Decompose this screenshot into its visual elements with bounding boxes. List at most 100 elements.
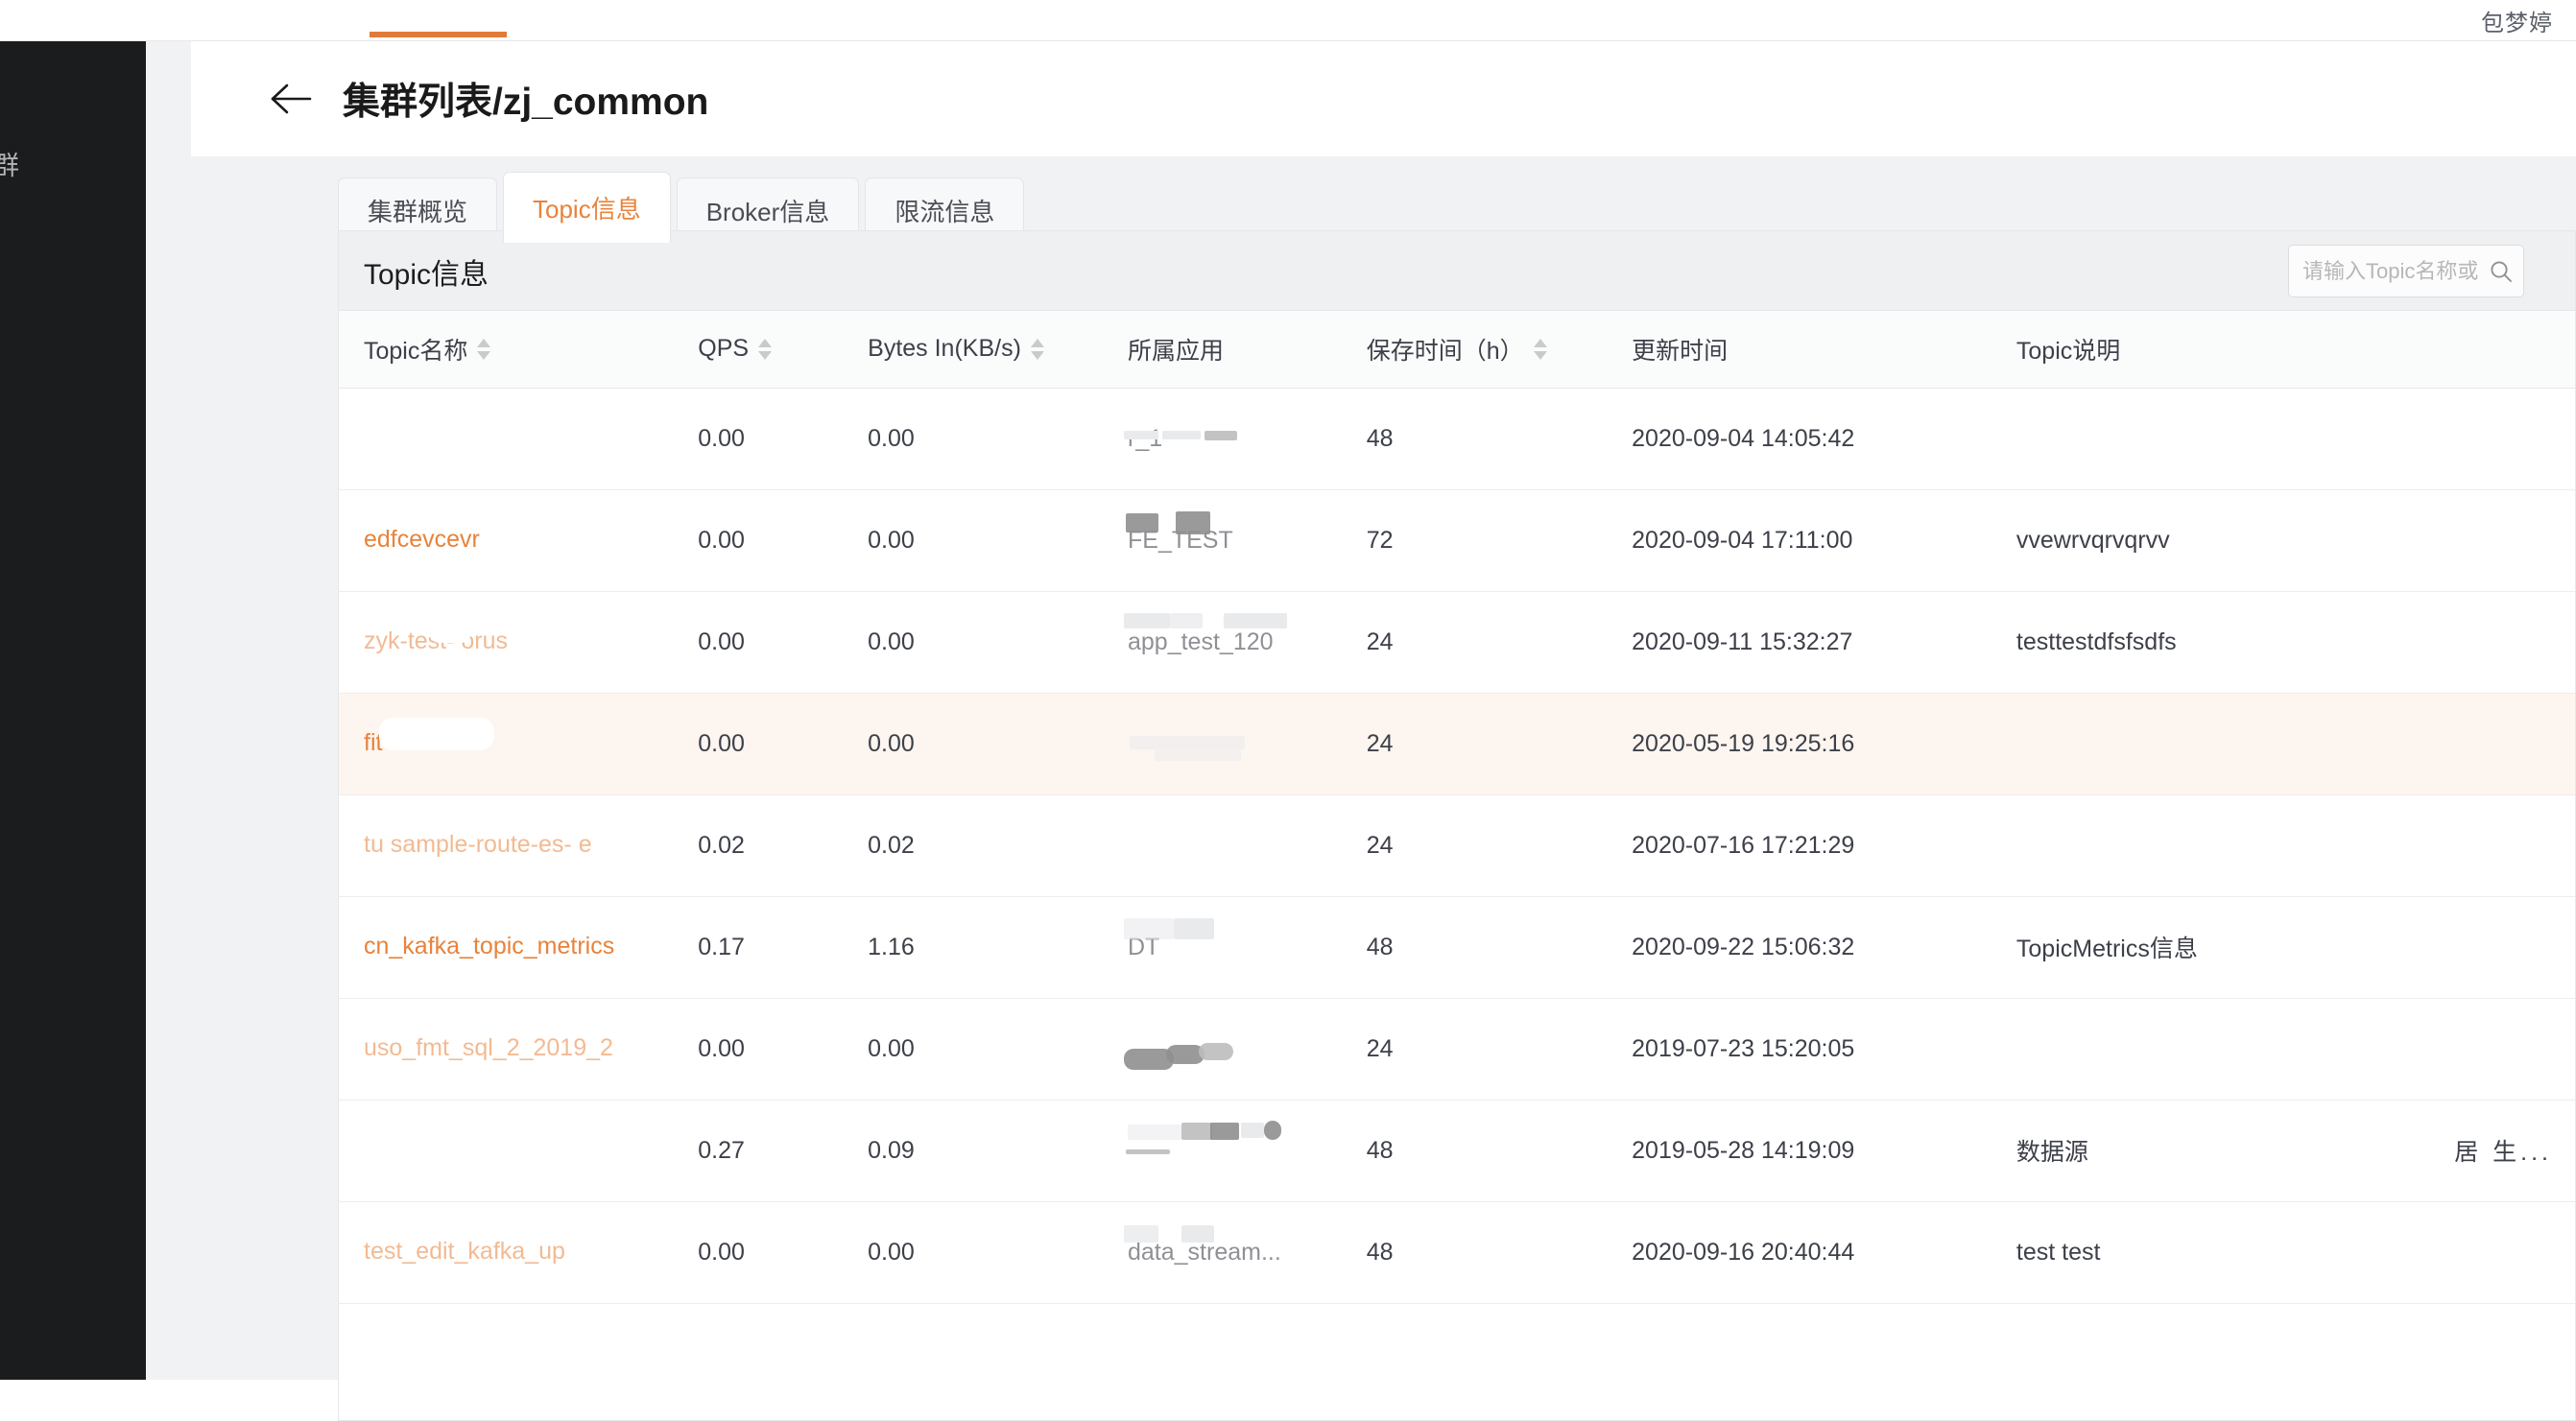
cell-description: testtestdfsfsdfs (1991, 591, 2575, 694)
search-icon[interactable] (2479, 246, 2523, 296)
cell-retention: 48 (1341, 1201, 1608, 1304)
cell-retention: 24 (1341, 998, 1608, 1101)
cell-topic-name[interactable]: edfcevcevr (339, 489, 674, 592)
table-row[interactable]: tu sample-route-es- e 0.02 0.02 24 2020-… (339, 794, 2575, 897)
cell-updated: 2020-09-04 14:05:42 (1607, 388, 1992, 490)
cell-retention: 24 (1341, 693, 1608, 795)
cell-retention: 48 (1341, 896, 1608, 999)
cell-retention: 72 (1341, 489, 1608, 592)
cell-topic-name[interactable]: test_edit_kafka_up (339, 1201, 674, 1304)
topic-name-link[interactable] (364, 1139, 517, 1158)
sort-toggle-qps[interactable] (758, 338, 773, 360)
cell-qps: 0.00 (673, 1201, 844, 1304)
cell-bytes-in: 1.16 (843, 896, 1103, 999)
col-label: 所属应用 (1128, 337, 1225, 365)
page-canvas: 集群列表/zj_common 集群概览 Topic信息 Broker信息 限流信… (146, 41, 2576, 1421)
cell-updated: 2020-09-11 15:32:27 (1607, 591, 1992, 694)
topic-name-link[interactable]: uso_fmt_sql_2_2019_2 (364, 1034, 613, 1062)
page-title: 集群列表/zj_common (343, 82, 709, 123)
col-updated: 更新时间 (1607, 311, 1992, 389)
table-row[interactable]: k_info 0.00 0.00 r_1 (339, 388, 2575, 490)
arrow-left-icon[interactable] (268, 77, 312, 121)
cell-description (1991, 794, 2575, 897)
table-row[interactable]: test_edit_kafka_up 0.00 0.00 data_stream… (339, 1201, 2575, 1304)
table-row[interactable]: fit eue 0.00 0.00 24 (339, 693, 2575, 795)
search-input[interactable] (2289, 258, 2479, 284)
tab-label: 限流信息 (894, 198, 995, 226)
current-user-name[interactable]: 包梦婷 (2481, 11, 2553, 36)
table-row[interactable]: zyk-test- orus 0.00 0.00 app_test_120 (339, 591, 2575, 694)
cell-updated: 2020-09-04 17:11:00 (1607, 489, 1992, 592)
cell-bytes-in: 0.00 (843, 693, 1103, 795)
col-label: Bytes In(KB/s) (868, 335, 1021, 363)
cell-qps: 0.00 (673, 388, 844, 490)
cell-topic-name[interactable]: uso_fmt_sql_2_2019_2 (339, 998, 674, 1101)
tab-topic-info[interactable]: Topic信息 (503, 172, 671, 243)
table-row[interactable]: edfcevcevr 0.00 0.00 FE_TEST 72 2020-09-… (339, 489, 2575, 592)
cell-qps: 0.17 (673, 896, 844, 999)
topic-name-link[interactable]: edfcevcevr (364, 526, 480, 554)
cell-app: FE_TEST (1103, 489, 1342, 592)
col-bytes-in[interactable]: Bytes In(KB/s) (843, 311, 1103, 389)
sort-toggle-bytes-in[interactable] (1030, 338, 1044, 360)
col-label: 更新时间 (1632, 337, 1729, 365)
table-row[interactable]: 0.27 0.09 48 2019 (339, 1100, 2575, 1202)
cell-topic-name[interactable]: k_info (339, 388, 674, 490)
cell-qps: 0.02 (673, 794, 844, 897)
col-qps[interactable]: QPS (673, 311, 844, 389)
table-row[interactable]: uso_fmt_sql_2_2019_2 0.00 0.00 24 2019-0… (339, 998, 2575, 1101)
cell-qps: 0.00 (673, 489, 844, 592)
cell-app: data_stream... (1103, 1201, 1342, 1304)
sort-toggle-topic-name[interactable] (477, 338, 491, 360)
cell-description (1991, 693, 2575, 795)
sidebar-item-cluster[interactable]: 集群 (0, 145, 146, 182)
app-name: data_stream... (1128, 1238, 1281, 1266)
cell-app (1103, 998, 1342, 1101)
table-header-row: Topic名称 QPS Bytes In(KB/s) (339, 311, 2575, 389)
cell-updated: 2020-09-22 15:06:32 (1607, 896, 1992, 999)
tab-label: Topic信息 (533, 195, 641, 224)
app-name: app_test_120 (1128, 628, 1274, 655)
tab-label: 集群概览 (368, 198, 468, 226)
cell-description: test test (1991, 1201, 2575, 1304)
table-body: k_info 0.00 0.00 r_1 (339, 388, 2575, 1304)
col-retention[interactable]: 保存时间（h） (1341, 311, 1608, 389)
col-label: QPS (698, 335, 750, 363)
col-app: 所属应用 (1103, 311, 1342, 389)
description-text: 数据源 (2015, 1139, 2088, 1166)
cell-bytes-in: 0.02 (843, 794, 1103, 897)
cell-retention: 48 (1341, 1100, 1608, 1202)
sort-toggle-retention[interactable] (1533, 338, 1547, 360)
cell-topic-name[interactable]: cn_kafka_topic_metrics (339, 896, 674, 999)
cell-bytes-in: 0.00 (843, 1201, 1103, 1304)
cell-topic-name[interactable]: zyk-test- orus (339, 591, 674, 694)
col-topic-name[interactable]: Topic名称 (339, 311, 674, 389)
cell-updated: 2020-09-16 20:40:44 (1607, 1201, 1992, 1304)
cell-topic-name[interactable] (339, 1100, 674, 1202)
panel-header: Topic信息 (339, 231, 2575, 311)
sidebar-item-label: 集群 (0, 152, 19, 180)
topic-name-link[interactable]: cn_kafka_topic_metrics (364, 933, 615, 960)
cell-retention: 48 (1341, 388, 1608, 490)
cell-retention: 24 (1341, 794, 1608, 897)
cell-app: app_test_120 (1103, 591, 1342, 694)
cell-app (1103, 693, 1342, 795)
cell-retention: 24 (1341, 591, 1608, 694)
cell-topic-name[interactable]: fit eue (339, 693, 674, 795)
cell-qps: 0.00 (673, 591, 844, 694)
cell-bytes-in: 0.00 (843, 489, 1103, 592)
cell-updated: 2019-07-23 15:20:05 (1607, 998, 1992, 1101)
cell-app (1103, 794, 1342, 897)
topic-name-link[interactable]: tu sample-route-es- e (364, 831, 592, 859)
cell-qps: 0.27 (673, 1100, 844, 1202)
active-tab-indicator (370, 32, 507, 37)
col-description: Topic说明 (1991, 311, 2575, 389)
topic-search-box[interactable] (2288, 245, 2524, 297)
cell-bytes-in: 0.00 (843, 591, 1103, 694)
panel-title: Topic信息 (364, 258, 489, 291)
topic-name-link[interactable]: test_edit_kafka_up (364, 1238, 565, 1266)
main-sidebar: 集群 (0, 41, 146, 1380)
table-row[interactable]: cn_kafka_topic_metrics 0.17 1.16 DT 48 2… (339, 896, 2575, 999)
cell-topic-name[interactable]: tu sample-route-es- e (339, 794, 674, 897)
cell-updated: 2020-05-19 19:25:16 (1607, 693, 1992, 795)
